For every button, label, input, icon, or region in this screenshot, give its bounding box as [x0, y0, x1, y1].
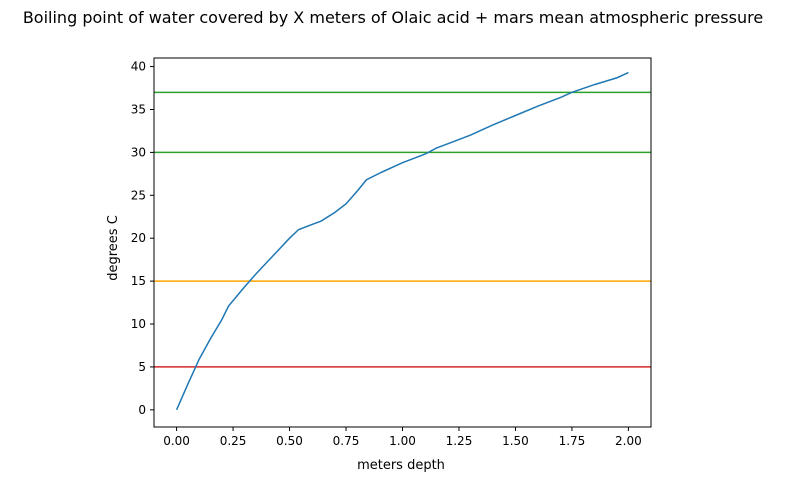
y-tick-label: 35 — [131, 102, 146, 116]
y-tick-label: 10 — [131, 317, 146, 331]
x-axis-ticks: 0.00 0.25 0.50 0.75 1.00 1.25 1.50 1.75 2.00 — [163, 427, 642, 448]
x-tick-label: 0.25 — [220, 434, 247, 448]
y-axis-ticks: 0 5 10 15 20 25 30 35 40 — [131, 60, 154, 417]
y-tick-label: 40 — [131, 60, 146, 74]
plot-frame — [153, 57, 652, 428]
x-tick-label: 1.50 — [502, 434, 529, 448]
y-tick-label: 25 — [131, 188, 146, 202]
y-tick-label: 30 — [131, 145, 146, 159]
y-tick-label: 20 — [131, 231, 146, 245]
x-tick-label: 1.75 — [559, 434, 586, 448]
y-axis-label: degrees C — [106, 215, 121, 281]
x-tick-label: 0.50 — [276, 434, 303, 448]
reference-lines — [154, 91, 651, 368]
series-layer — [175, 71, 629, 411]
chart-title: Boiling point of water covered by X mete… — [23, 8, 763, 27]
y-tick-label: 0 — [138, 403, 146, 417]
x-tick-label: 1.25 — [446, 434, 473, 448]
x-tick-label: 2.00 — [615, 434, 642, 448]
y-tick-label: 15 — [131, 274, 146, 288]
x-tick-label: 0.75 — [333, 434, 360, 448]
x-axis-label: meters depth — [357, 458, 445, 473]
x-tick-label: 1.00 — [389, 434, 416, 448]
y-tick-label: 5 — [138, 360, 146, 374]
series-line-0 — [175, 71, 629, 411]
x-tick-label: 0.00 — [163, 434, 190, 448]
